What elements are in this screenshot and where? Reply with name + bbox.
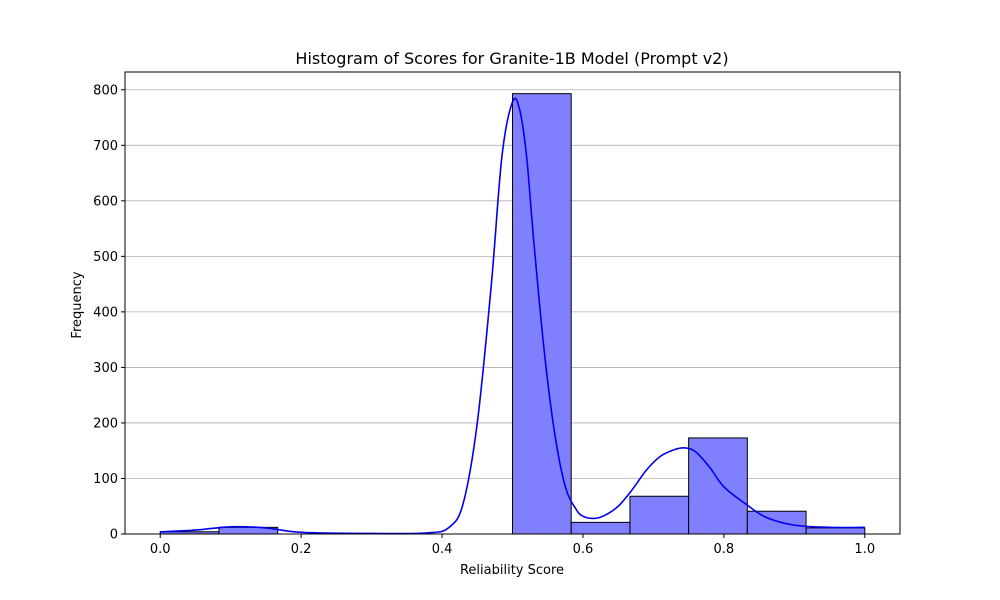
histogram-bar bbox=[629, 495, 690, 535]
x-tick-label: 0.6 bbox=[573, 542, 594, 557]
histogram-bar bbox=[746, 510, 807, 535]
x-tick-label: 0.0 bbox=[150, 542, 171, 557]
histogram-bar bbox=[512, 93, 572, 535]
y-tick-label: 800 bbox=[93, 83, 118, 98]
x-tick-label: 0.4 bbox=[432, 542, 453, 557]
plot-frame bbox=[124, 71, 901, 535]
histogram-bar bbox=[570, 521, 631, 535]
x-axis-label: Reliability Score bbox=[460, 563, 564, 578]
y-tick-label: 100 bbox=[93, 472, 118, 487]
y-tick-label: 300 bbox=[93, 361, 118, 376]
y-tick-label: 500 bbox=[93, 250, 118, 265]
x-tick-label: 0.2 bbox=[291, 542, 312, 557]
y-tick-label: 200 bbox=[93, 416, 118, 431]
chart-title: Histogram of Scores for Granite-1B Model… bbox=[295, 49, 728, 68]
kde-curve bbox=[160, 97, 865, 535]
y-tick-label: 600 bbox=[93, 194, 118, 209]
histogram-bars bbox=[159, 93, 866, 535]
y-axis-ticks: 0 100 200 300 400 500 600 700 800 bbox=[93, 83, 125, 543]
x-tick-label: 1.0 bbox=[854, 542, 875, 557]
y-tick-label: 400 bbox=[93, 305, 118, 320]
x-axis-ticks: 0.0 0.2 0.4 0.6 0.8 1.0 bbox=[150, 534, 875, 557]
histogram-bar bbox=[805, 527, 866, 535]
y-axis-label: Frequency bbox=[70, 271, 85, 338]
x-tick-label: 0.8 bbox=[714, 542, 735, 557]
y-tick-label: 0 bbox=[110, 528, 118, 543]
y-tick-label: 700 bbox=[93, 139, 118, 154]
